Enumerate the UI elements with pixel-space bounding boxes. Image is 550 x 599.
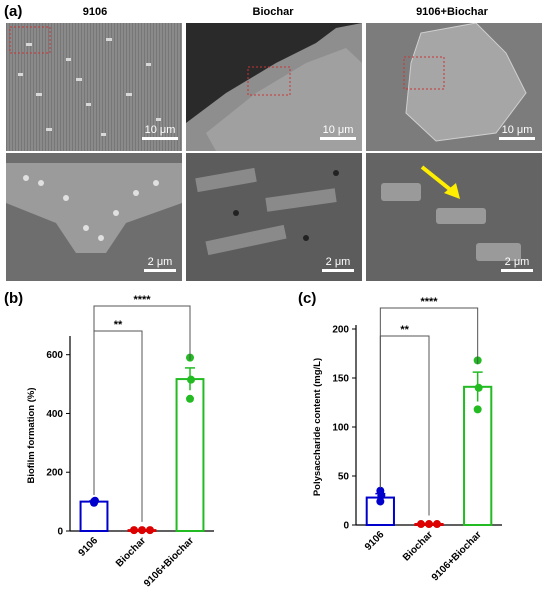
x-tick-label: 9106+Biochar bbox=[430, 529, 484, 583]
scalebar-label: 10 μm bbox=[501, 124, 533, 136]
significance-label: **** bbox=[133, 294, 151, 306]
sem-image-9106-biochar-low-mag bbox=[366, 23, 542, 151]
x-tick-label: Biochar bbox=[114, 535, 148, 569]
column-title-biochar: Biochar bbox=[252, 6, 294, 18]
scalebar-label: 10 μm bbox=[322, 124, 354, 136]
x-tick-label: 9106 bbox=[363, 529, 387, 553]
significance-bracket bbox=[379, 307, 479, 488]
y-tick-label: 150 bbox=[332, 374, 349, 385]
arrow-icon bbox=[420, 165, 454, 193]
data-point bbox=[130, 526, 138, 535]
sem-image-biochar-high-mag bbox=[186, 153, 362, 281]
x-tick-label: 9106+Biochar bbox=[142, 535, 196, 589]
data-point bbox=[377, 491, 386, 500]
significance-label: ** bbox=[114, 319, 123, 331]
y-tick-label: 0 bbox=[57, 527, 63, 538]
column-title-9106: 9106 bbox=[82, 6, 108, 18]
chart-polysaccharide-content: 0 50 100 150 200 Polysaccharide content (mg/L… bbox=[272, 288, 550, 599]
scalebar-9106-biochar-top: 10 μm bbox=[497, 124, 537, 140]
column-title-9106-biochar: 9106+Biochar bbox=[416, 6, 488, 18]
significance-bracket bbox=[93, 305, 191, 496]
panel-b-label: (b) bbox=[4, 290, 24, 307]
y-tick-label: 200 bbox=[46, 468, 63, 479]
data-point bbox=[474, 383, 483, 392]
sem-image-9106-low-mag bbox=[6, 23, 182, 151]
data-point bbox=[376, 497, 385, 506]
data-point bbox=[417, 520, 425, 529]
significance-bracket bbox=[379, 335, 430, 516]
data-point bbox=[425, 520, 433, 529]
scalebar-biochar-top: 10 μm bbox=[318, 124, 358, 140]
data-point bbox=[186, 394, 194, 403]
y-tick-label: 400 bbox=[46, 409, 63, 420]
scalebar-biochar-bottom: 2 μm bbox=[320, 256, 356, 272]
x-tick-label: Biochar bbox=[401, 529, 435, 563]
scalebar-9106-biochar-bottom: 2 μm bbox=[499, 256, 535, 272]
scalebar-label: 2 μm bbox=[147, 256, 173, 268]
data-point bbox=[138, 526, 146, 535]
y-tick-label: 50 bbox=[338, 472, 350, 483]
x-tick-label: 9106 bbox=[77, 535, 101, 559]
significance-label: ** bbox=[400, 324, 409, 336]
data-point bbox=[187, 375, 195, 384]
panel-c-label: (c) bbox=[298, 290, 317, 307]
panel-a-label: (a) bbox=[4, 3, 23, 20]
scalebar-label: 2 μm bbox=[325, 256, 351, 268]
data-point bbox=[90, 497, 98, 506]
data-point bbox=[433, 520, 441, 529]
scalebar-9106-bottom: 2 μm bbox=[142, 256, 178, 272]
y-tick-label: 0 bbox=[343, 521, 349, 532]
y-tick-label: 100 bbox=[332, 423, 349, 434]
y-tick-label: 600 bbox=[46, 350, 63, 361]
significance-bracket bbox=[93, 330, 143, 522]
sem-image-biochar-low-mag bbox=[186, 23, 362, 151]
y-axis-label: Biofilm formation (%) bbox=[26, 387, 37, 483]
data-point bbox=[146, 526, 154, 535]
chart-biofilm-formation: 0 200 400 600 Biofilm formation (%) 9106 Bioch… bbox=[0, 288, 270, 599]
sem-image-9106-high-mag bbox=[6, 153, 182, 281]
significance-label: **** bbox=[420, 296, 438, 308]
scalebar-label: 2 μm bbox=[504, 256, 530, 268]
scalebar-9106-top: 10 μm bbox=[140, 124, 180, 140]
y-tick-label: 200 bbox=[332, 325, 349, 336]
y-axis-label: Polysaccharide content (mg/L) bbox=[312, 358, 323, 496]
scalebar-label: 10 μm bbox=[144, 124, 176, 136]
sem-image-9106-biochar-high-mag bbox=[366, 153, 542, 281]
data-point bbox=[473, 405, 482, 414]
